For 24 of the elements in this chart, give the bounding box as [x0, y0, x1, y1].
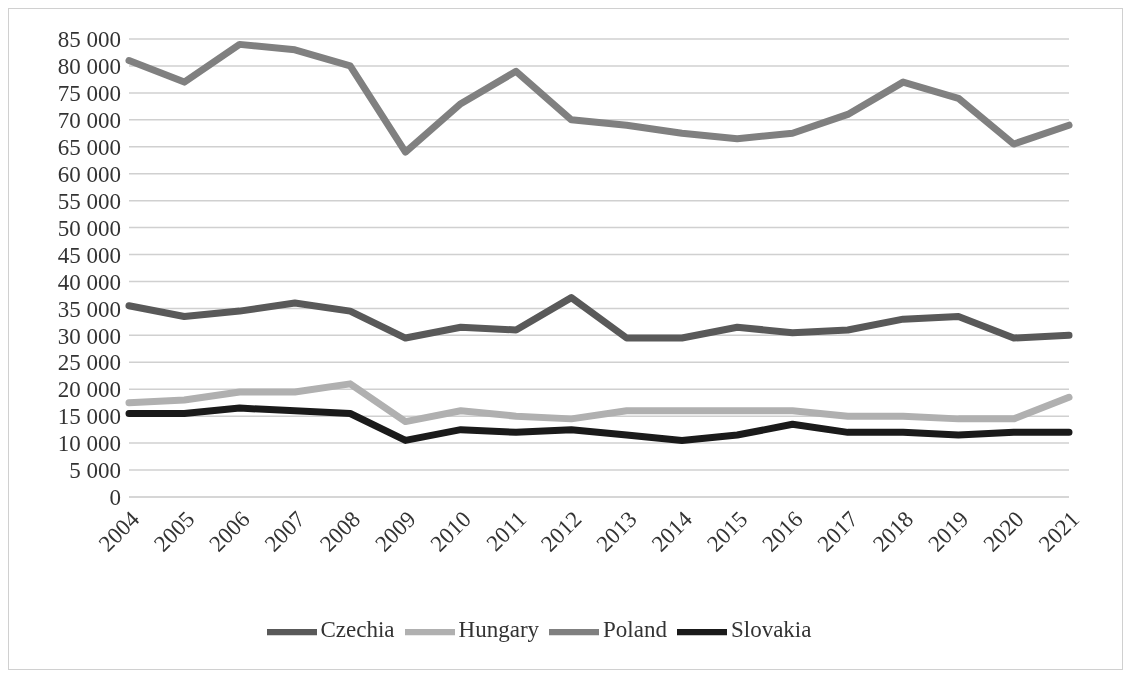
y-tick-label: 10 000: [57, 431, 121, 457]
x-tick-label: 2011: [481, 506, 532, 557]
y-tick-label: 70 000: [57, 107, 121, 133]
y-tick-label: 35 000: [57, 296, 121, 322]
y-tick-label: 5 000: [69, 458, 121, 484]
y-tick-label: 65 000: [57, 134, 121, 160]
legend-label: Hungary: [458, 617, 540, 643]
y-tick-label: 75 000: [57, 81, 121, 107]
y-tick-label: 45 000: [57, 242, 121, 268]
y-tick-label: 15 000: [57, 404, 121, 430]
y-tick-label: 20 000: [57, 377, 121, 403]
legend-label: Slovakia: [730, 617, 812, 643]
y-tick-label: 40 000: [57, 269, 121, 295]
legend-label: Poland: [603, 617, 667, 643]
y-tick-label: 85 000: [57, 27, 121, 53]
y-tick-label: 0: [109, 485, 121, 511]
x-tick-label: 2021: [1033, 506, 1085, 557]
y-tick-label: 60 000: [57, 161, 121, 187]
legend-label: Czechia: [320, 617, 395, 643]
y-tick-label: 80 000: [57, 54, 121, 80]
y-tick-label: 50 000: [57, 215, 121, 241]
y-tick-label: 55 000: [57, 188, 121, 214]
y-tick-label: 30 000: [57, 323, 121, 349]
y-tick-label: 25 000: [57, 350, 121, 376]
